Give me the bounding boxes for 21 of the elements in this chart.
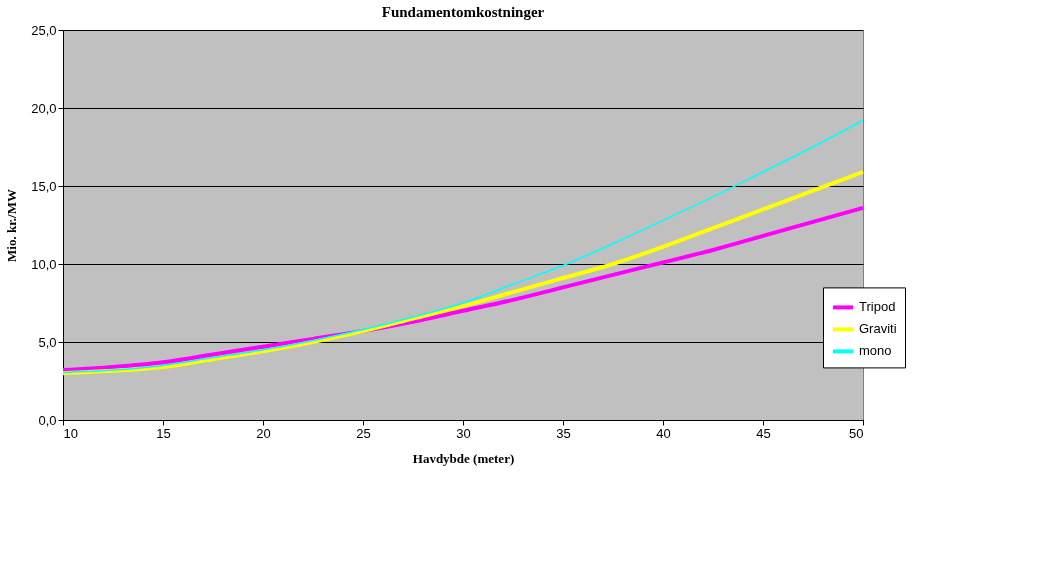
x-tick-label: 35 bbox=[556, 425, 571, 441]
legend-label: mono bbox=[859, 343, 892, 359]
y-tick-label: 20,0 bbox=[31, 100, 57, 116]
y-tick-label: 10,0 bbox=[31, 256, 57, 272]
y-tick-label: 0,0 bbox=[38, 412, 57, 428]
x-tick-label: 25 bbox=[356, 425, 371, 441]
y-tick-label: 25,0 bbox=[31, 22, 57, 38]
x-tick-label: 40 bbox=[656, 425, 671, 441]
x-tick-label: 10 bbox=[63, 425, 78, 441]
x-tick-label: 50 bbox=[849, 425, 864, 441]
x-tick-label: 15 bbox=[156, 425, 171, 441]
x-tick-label: 20 bbox=[256, 425, 271, 441]
y-axis-title: Mio. kr./MW bbox=[4, 189, 20, 262]
x-tick-label: 45 bbox=[756, 425, 771, 441]
x-axis-title: Havdybde (meter) bbox=[412, 450, 515, 466]
y-tick-label: 15,0 bbox=[31, 178, 57, 194]
x-tick-label: 30 bbox=[456, 425, 471, 441]
chart-title: Fundamentomkostninger bbox=[381, 4, 545, 20]
legend-label: Tripod bbox=[859, 299, 896, 315]
y-tick-label: 5,0 bbox=[38, 334, 57, 350]
legend-label: Graviti bbox=[859, 321, 897, 337]
